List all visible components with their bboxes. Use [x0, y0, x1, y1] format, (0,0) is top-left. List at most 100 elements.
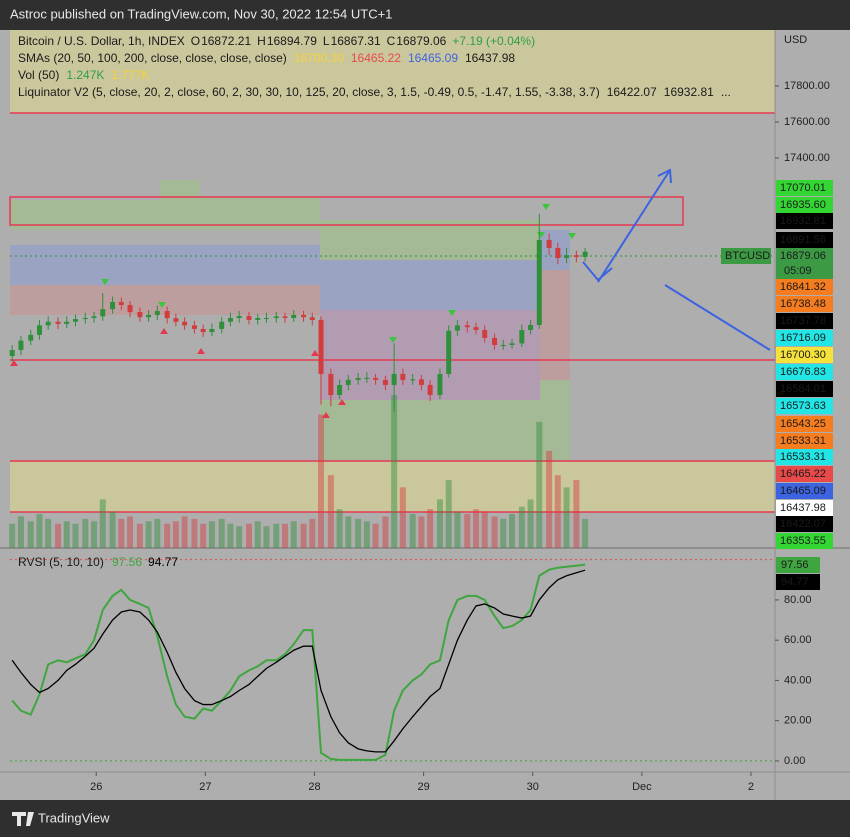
candle-body: [555, 247, 561, 259]
footer-bar: [0, 800, 850, 837]
candle-body: [446, 330, 452, 374]
volume-bar: [227, 523, 234, 548]
volume-bar: [527, 499, 534, 548]
arrow: [582, 261, 613, 282]
volume-bar: [372, 523, 379, 548]
price-tag-label: 16573.63: [780, 400, 826, 412]
volume-bar: [17, 516, 24, 548]
candle-body: [382, 379, 388, 385]
volume-bar: [263, 526, 270, 548]
volume-bar: [273, 523, 280, 548]
rsi-line: [11, 563, 586, 761]
candle-body: [100, 309, 106, 317]
price-tag: [776, 279, 833, 295]
candle-body: [154, 310, 160, 315]
axis-tag-label: 97.56: [781, 559, 809, 571]
legend-item: L: [323, 34, 330, 48]
volume-bar: [491, 516, 498, 548]
candle-body: [509, 343, 515, 345]
header-bar: [0, 0, 850, 30]
volume-bar: [445, 480, 452, 548]
volume-bar: [290, 521, 297, 548]
candle-body: [410, 379, 416, 381]
range-box: [9, 196, 684, 226]
legend-name: SMAs (20, 50, 100, 200, close, close, cl…: [18, 51, 287, 65]
price-tag-label: 16465.22: [780, 468, 826, 480]
price-tag-label: 16935.60: [780, 199, 826, 211]
volume-bar: [382, 516, 389, 548]
legend-item: H: [257, 34, 266, 48]
candle-body: [500, 344, 506, 346]
band: [160, 180, 200, 230]
logo: [12, 812, 34, 826]
candle-body: [45, 321, 51, 326]
candle-body: [328, 373, 334, 396]
price-tag: [776, 398, 833, 414]
candle-body: [182, 321, 188, 326]
volume-bar: [427, 509, 434, 548]
candle-body: [546, 240, 552, 248]
zone: [10, 30, 775, 113]
candle-body: [246, 315, 252, 320]
x-tick-label: 26: [90, 781, 102, 793]
candle-body: [227, 317, 233, 322]
price-tag: [776, 533, 833, 549]
price-tag-label: 16841.32: [780, 281, 826, 293]
volume-bar: [573, 480, 580, 548]
price-tag: [776, 180, 833, 196]
legend-value: 1.247K: [66, 68, 104, 82]
volume-bar: [300, 523, 307, 548]
volume-bar: [336, 509, 343, 548]
y-tick-label: 60.00: [784, 634, 812, 646]
candle-body: [191, 325, 197, 329]
y-tick-label: 80.00: [784, 594, 812, 606]
volume-bar: [554, 475, 561, 548]
volume-bar: [82, 518, 89, 548]
candle-body: [337, 384, 343, 396]
candle-body: [309, 317, 315, 320]
candle-body: [282, 316, 288, 318]
volume-bar: [518, 506, 525, 548]
candle-body: [137, 312, 143, 318]
volume-bar: [355, 518, 362, 548]
volume-bar: [363, 521, 370, 548]
candle-body: [492, 337, 498, 345]
legend-value: 16932.81: [664, 85, 714, 99]
x-tick-label: 28: [308, 781, 320, 793]
price-tag-label: 16737.78: [780, 315, 826, 327]
band: [320, 260, 540, 310]
volume-bar: [72, 523, 79, 548]
volume-bar: [236, 526, 243, 548]
candle-body: [72, 319, 78, 322]
price-tag: [776, 197, 833, 213]
candle-body: [127, 305, 133, 313]
legend: Bitcoin / U.S. Dollar, 1h, INDEX O16872.2…: [18, 34, 731, 99]
candle-body: [209, 328, 215, 333]
candle-body: [482, 330, 488, 338]
volume-bar: [191, 518, 198, 548]
legend-line: SMAs (20, 50, 100, 200, close, close, cl…: [18, 51, 515, 65]
y-tick-label: 17800.00: [784, 80, 830, 92]
legend-value: 94.77: [148, 555, 178, 569]
volume-bar: [109, 511, 116, 548]
price-tag-label: 16465.09: [780, 485, 826, 497]
volume-bar: [472, 509, 479, 548]
volume-bar: [508, 514, 515, 548]
price-tag-label: 16584.01: [780, 383, 826, 395]
volume-bar: [91, 521, 98, 548]
volume-bar: [536, 421, 543, 548]
price-tag-label: 16437.98: [780, 502, 826, 514]
candle-body: [28, 334, 34, 341]
price-tag-label: 16700.30: [780, 349, 826, 361]
candle-body: [236, 315, 242, 318]
candle-body: [110, 301, 116, 310]
volume-bar: [118, 518, 125, 548]
pane-legend: 97.56 94.77: [112, 555, 178, 569]
candle-body: [582, 251, 588, 257]
symbol-tag: [721, 248, 771, 264]
volume-bar: [327, 475, 334, 548]
y-tick-label: 40.00: [784, 674, 812, 686]
candle-body: [18, 340, 24, 351]
price-tag-label: 17070.01: [780, 182, 826, 194]
legend-name: Liquinator V2 (5, close, 20, 2, close, 6…: [18, 85, 600, 99]
